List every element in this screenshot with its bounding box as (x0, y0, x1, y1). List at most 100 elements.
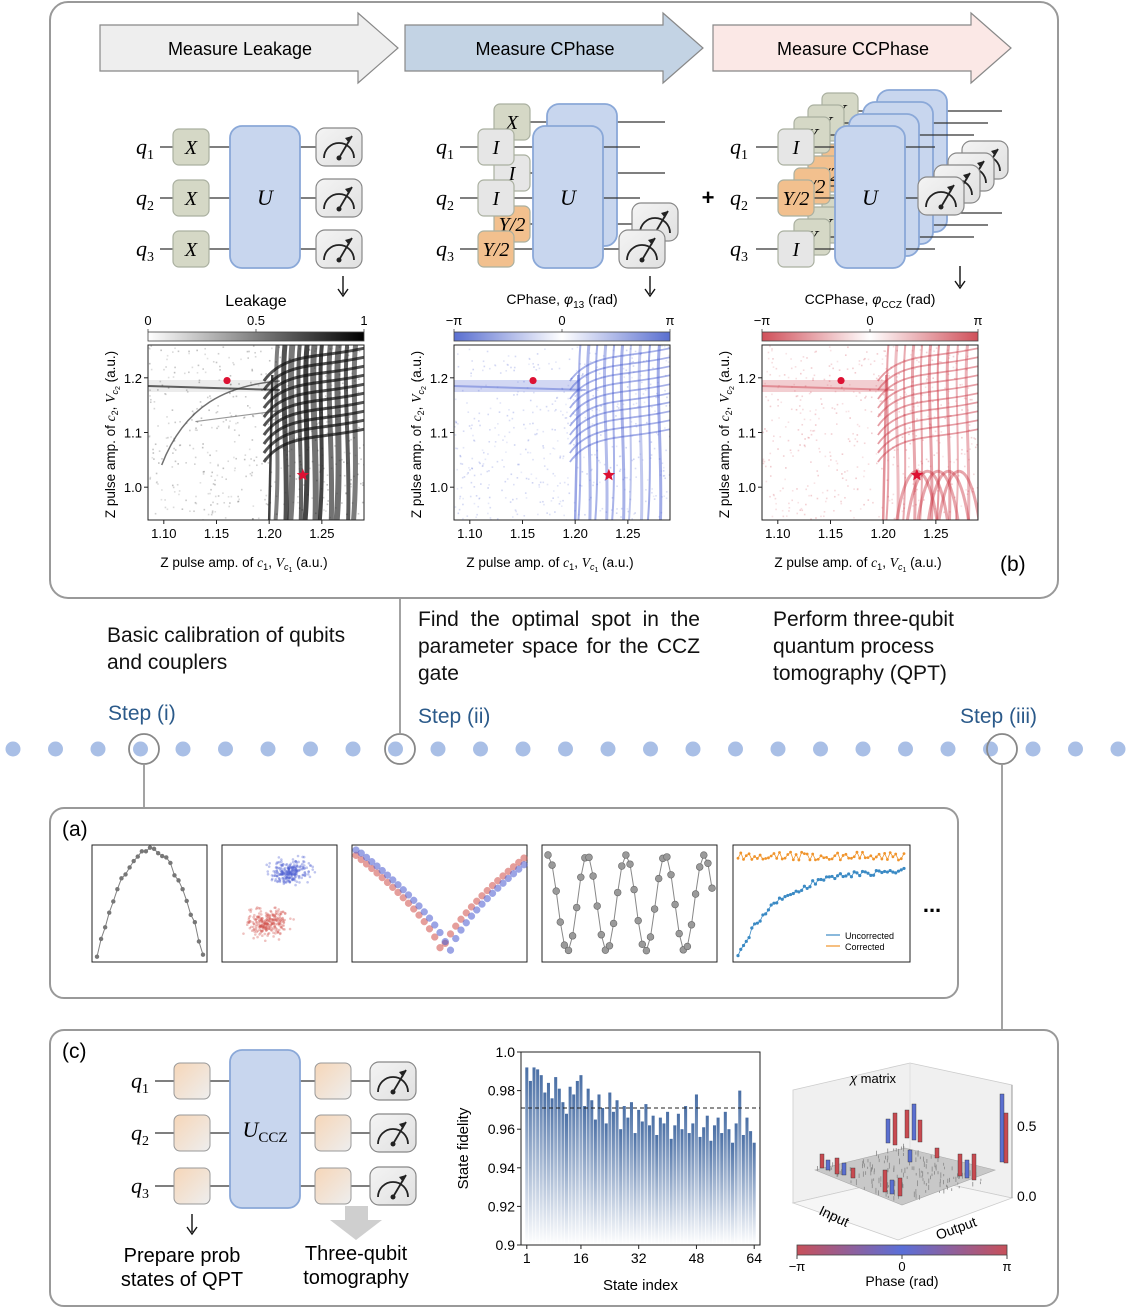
cphase-noise (513, 444, 516, 446)
cphase-noise (632, 371, 635, 374)
cphase-noise (558, 367, 561, 370)
cphase-noise (466, 402, 468, 404)
cphase-noise (565, 403, 567, 406)
leakage-noise (179, 420, 181, 423)
thumb2-red-point (279, 919, 282, 922)
thumb2-red-point (265, 918, 268, 921)
ccphase-noise (797, 449, 800, 452)
timeline-dot (855, 741, 871, 757)
ccphase-noise (826, 384, 829, 386)
fidelity-x-tick-label-2: 32 (631, 1250, 647, 1266)
ccphase-noise (934, 507, 936, 510)
ccphase-unitary-label: U (862, 185, 880, 210)
ccphase-noise (854, 371, 857, 374)
ccphase-noise (803, 513, 806, 516)
thumb4-point (630, 885, 638, 894)
ccphase-noise (774, 497, 777, 500)
ccphase-noise (940, 361, 943, 363)
ellipsis: ... (923, 892, 941, 917)
thumb2-blue-point (275, 874, 279, 878)
ccphase-noise (785, 515, 788, 517)
cphase-noise (459, 455, 462, 458)
leakage-noise (211, 471, 214, 474)
thumb2-red-point (260, 934, 264, 938)
ccphase-noise (848, 440, 851, 443)
leakage-noise (207, 513, 210, 516)
thumb2-red-point (279, 912, 282, 916)
leakage-noise (211, 511, 214, 514)
ccphase-noise (856, 440, 859, 443)
thumb2-blue-point (302, 860, 306, 864)
thumb3-blue-point (446, 946, 455, 954)
cphase-noise (481, 369, 484, 372)
leakage-noise (204, 353, 206, 356)
thumbnail-1 (91, 844, 208, 963)
thumb2-red-point (263, 921, 267, 924)
leakage-y-tick-label-1: 1.1 (124, 426, 142, 441)
fidelity-bar-14 (572, 1094, 576, 1245)
ccphase-noise (915, 435, 918, 437)
thumb2-blue-point (280, 868, 284, 871)
cphase-noise (650, 454, 653, 456)
thumb2-blue-point (288, 864, 291, 867)
ccphase-noise (949, 511, 951, 513)
cphase-noise (642, 393, 645, 395)
leakage-noise (302, 484, 305, 486)
leakage-noise (212, 360, 215, 363)
thumb2-red-point (262, 923, 266, 926)
thumb2-blue-point (283, 874, 286, 877)
ccphase-noise (879, 400, 881, 403)
leakage-noise (166, 508, 169, 511)
cphase-noise (577, 466, 579, 469)
thumb1-point (123, 872, 128, 877)
ccphase-noise (769, 373, 772, 376)
leakage-noise (164, 499, 166, 501)
leakage-noise (196, 407, 198, 410)
thumb2-blue-point (293, 876, 297, 879)
thumb2-blue-point (293, 873, 297, 876)
ccphase-noise (881, 467, 883, 470)
ccphase-noise (882, 393, 885, 396)
fidelity-bar-23 (604, 1123, 608, 1245)
leakage-noise (229, 392, 231, 395)
thumb2-red-point (266, 915, 270, 918)
ccphase-unitary (834, 125, 906, 269)
cphase-noise (480, 473, 482, 476)
leakage-noise (152, 452, 155, 454)
thumb2-blue-point (303, 867, 306, 870)
leakage-noise (217, 352, 220, 355)
leakage-noise (240, 358, 242, 361)
cphase-stripe (637, 345, 644, 520)
timeline-dot (770, 741, 786, 757)
leakage-noise (172, 486, 175, 489)
cphase-noise (655, 396, 657, 399)
thumb2-blue-point (293, 869, 296, 872)
cphase-noise (574, 395, 577, 397)
thumb3-blue-point (473, 906, 481, 914)
cphase-horizontal-line (454, 385, 586, 392)
thumb2-blue-point (294, 867, 298, 870)
cphase-stripe (586, 345, 592, 520)
thumb2-red-point (266, 922, 270, 926)
leakage-noise (251, 370, 254, 372)
chi-bar-14 (957, 1153, 963, 1177)
thumb2-red-point (288, 927, 292, 931)
ccphase-noise (805, 377, 808, 379)
thumb2-blue-point (301, 873, 305, 877)
thumb5-uncorrected-point (736, 954, 740, 958)
chi-bar-1 (819, 1153, 825, 1169)
cphase-noise (455, 421, 457, 424)
leakage-noise (191, 410, 194, 413)
thumb2-blue-point (311, 865, 315, 869)
ccphase-noise (841, 473, 843, 475)
leakage-noise (202, 471, 205, 473)
leakage-qubit-label-1: q1 (136, 134, 154, 163)
cphase-noise (615, 512, 618, 515)
thumb2-blue-point (275, 875, 279, 878)
cphase-noise (667, 361, 670, 363)
cphase-noise (456, 488, 459, 490)
thumb2-red-point (260, 921, 264, 924)
cphase-noise (478, 461, 481, 464)
leakage-optimal-dot (223, 376, 231, 385)
leakage-noise (214, 479, 216, 482)
